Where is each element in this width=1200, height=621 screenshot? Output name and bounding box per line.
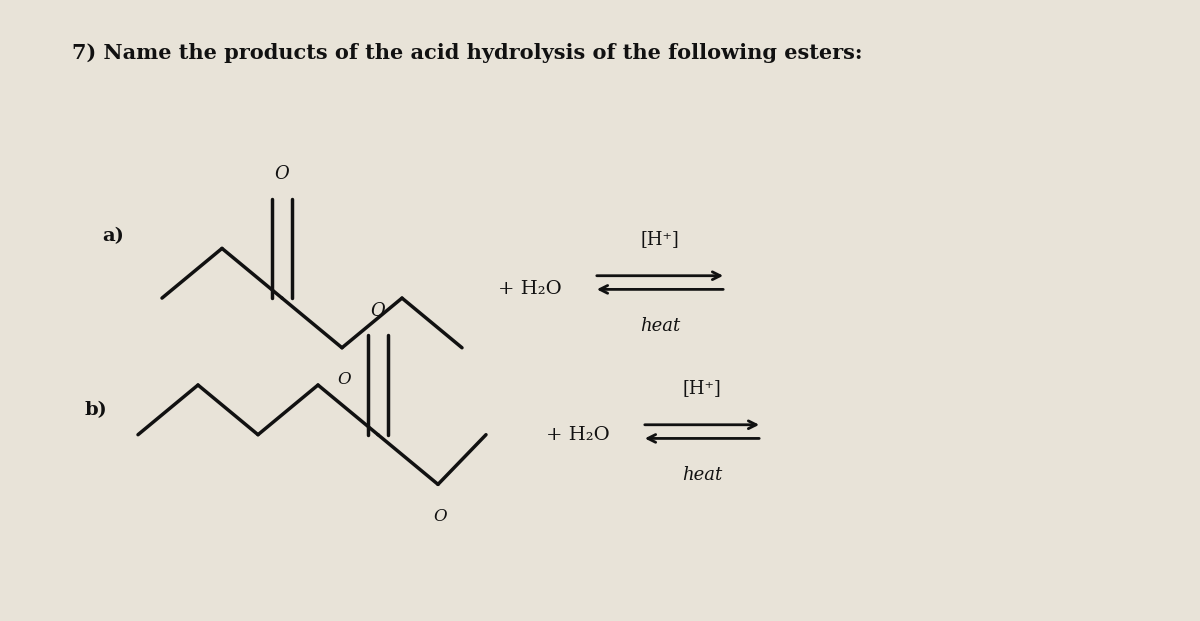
Text: + H₂O: + H₂O bbox=[498, 280, 562, 297]
Text: O: O bbox=[433, 508, 448, 525]
Text: heat: heat bbox=[640, 317, 680, 335]
Text: 7) Name the products of the acid hydrolysis of the following esters:: 7) Name the products of the acid hydroly… bbox=[72, 43, 863, 63]
Text: [H⁺]: [H⁺] bbox=[641, 230, 679, 248]
Text: heat: heat bbox=[682, 466, 722, 484]
Text: O: O bbox=[275, 165, 289, 183]
Text: a): a) bbox=[102, 227, 124, 245]
Text: O: O bbox=[337, 371, 352, 388]
Text: [H⁺]: [H⁺] bbox=[683, 379, 721, 397]
Text: b): b) bbox=[84, 401, 107, 419]
Text: + H₂O: + H₂O bbox=[546, 426, 610, 443]
Text: O: O bbox=[371, 302, 385, 320]
